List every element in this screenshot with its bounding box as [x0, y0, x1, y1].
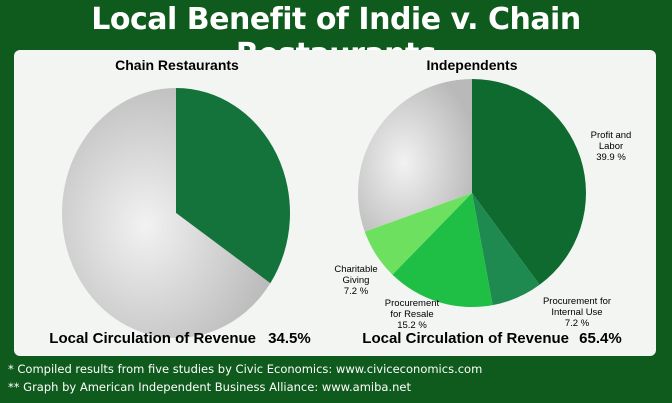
independents-slice-1	[472, 193, 540, 306]
chart-title-chain: Chain Restaurants	[115, 57, 239, 73]
independents-label-3: Charitable Giving 7.2 %	[334, 264, 377, 297]
caption-independents: Local Circulation of Revenue 65.4%	[362, 330, 621, 347]
caption-independents-label: Local Circulation of Revenue	[362, 330, 569, 347]
pie-charts: Chain Restaurants Local Circulation of R…	[49, 57, 631, 347]
independents-slice-4	[358, 79, 472, 232]
independents-slice-2	[392, 193, 493, 307]
chain-slice-1	[61, 88, 271, 338]
independents-slice-3	[364, 193, 472, 275]
caption-chain: Local Circulation of Revenue 34.5%	[49, 330, 310, 347]
independents-slice-0	[472, 79, 586, 285]
independents-label-0: Profit and Labor 39.9 %	[591, 130, 632, 163]
caption-chain-label: Local Circulation of Revenue	[49, 330, 256, 347]
independents-label-1: Procurement for Internal Use 7.2 %	[543, 296, 611, 329]
footnote-1: * Compiled results from five studies by …	[8, 362, 483, 376]
chart-panel: Chain Restaurants Local Circulation of R…	[14, 50, 656, 356]
independents-label-2: Procurement for Resale 15.2 %	[385, 298, 440, 331]
footnote-2: ** Graph by American Independent Busines…	[8, 380, 411, 394]
slice-labels-independents: Profit and Labor 39.9 % Procurement for Inte…	[334, 130, 631, 331]
caption-chain-value: 34.5%	[268, 330, 311, 347]
caption-independents-value: 65.4%	[579, 330, 622, 347]
pie-independents	[358, 79, 586, 307]
pie-chain	[61, 88, 290, 338]
chain-slice-0	[176, 88, 290, 284]
chart-title-independents: Independents	[426, 57, 517, 73]
